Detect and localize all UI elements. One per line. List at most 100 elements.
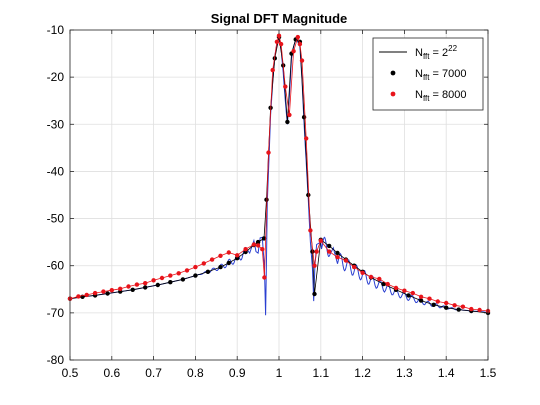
data-point (335, 255, 340, 260)
data-point (283, 84, 288, 89)
x-tick-label: 0.6 (103, 366, 120, 380)
data-point (360, 270, 365, 275)
data-point (262, 275, 267, 280)
data-point (270, 67, 275, 73)
data-point (327, 249, 332, 254)
data-point (193, 264, 198, 270)
data-point (297, 41, 303, 47)
data-point (291, 49, 296, 54)
data-point (308, 228, 313, 233)
data-point (274, 39, 280, 44)
data-point (226, 250, 231, 255)
x-tick-label: 1.1 (312, 366, 329, 380)
legend-entry: Nfft = 8000 (415, 89, 467, 103)
legend-subscript: fft (423, 94, 430, 103)
data-point (335, 250, 340, 256)
data-point (184, 268, 190, 273)
data-point (84, 292, 89, 298)
legend-entry: Nfft = 7000 (415, 68, 467, 82)
data-point (327, 243, 332, 249)
data-point (352, 264, 357, 270)
data-point (251, 242, 257, 247)
legend-entry: Nfft = 222 (415, 44, 458, 61)
data-point (118, 286, 123, 291)
legend-subscript: fft (423, 52, 430, 61)
data-point (444, 305, 449, 310)
data-point (276, 33, 282, 38)
data-point (385, 281, 390, 287)
data-point (180, 277, 186, 282)
data-point (377, 276, 382, 282)
data-point (261, 236, 267, 241)
y-tick-label: -10 (47, 23, 65, 37)
data-point (201, 261, 206, 266)
data-point (168, 273, 173, 278)
legend-equals: = 2 (429, 47, 448, 59)
data-point (469, 306, 474, 312)
data-point (76, 294, 81, 299)
data-point (304, 136, 309, 141)
y-tick-label: -80 (47, 353, 65, 367)
data-point (381, 281, 386, 287)
data-point (226, 260, 231, 266)
data-point (218, 253, 223, 258)
data-point (101, 289, 106, 294)
data-point (287, 112, 292, 118)
data-point (285, 119, 290, 125)
x-tick-label: 1.5 (480, 366, 497, 380)
data-point (418, 298, 424, 303)
data-point (312, 291, 317, 297)
data-point (193, 273, 198, 278)
legend-dot-marker (390, 70, 396, 76)
data-point (143, 285, 148, 290)
y-tick-label: -50 (47, 212, 65, 226)
data-point (444, 300, 449, 306)
data-point (218, 264, 223, 270)
legend-subscript: fft (423, 73, 430, 82)
data-point (168, 280, 173, 285)
data-point (393, 285, 399, 291)
data-point (155, 282, 160, 288)
data-point (159, 275, 165, 281)
data-point (295, 34, 300, 40)
data-point (126, 284, 131, 289)
data-point (452, 303, 457, 308)
data-point (435, 299, 440, 304)
x-tick-label: 0.5 (62, 366, 79, 380)
data-point (410, 290, 415, 296)
data-point (318, 238, 323, 243)
data-point (306, 192, 311, 198)
y-tick-label: -40 (47, 164, 65, 178)
data-point (299, 58, 305, 63)
data-point (460, 304, 466, 309)
data-point (314, 249, 319, 254)
legend-base: N (415, 47, 423, 59)
data-point (456, 307, 461, 312)
data-point (427, 296, 432, 301)
data-point (343, 258, 349, 263)
axis-ticks: 0.5 0.6 0.7 0.8 0.9 1 1.1 1.2 1.3 1.4 1.5 -80 -70 -60… (47, 23, 497, 380)
legend-equals: = 7000 (429, 68, 466, 80)
data-point (255, 243, 261, 248)
data-point (243, 247, 248, 252)
legend-superscript: 22 (448, 44, 457, 53)
legend-base: N (415, 68, 423, 80)
data-point (209, 257, 215, 262)
data-point (205, 269, 211, 274)
data-point (278, 41, 284, 47)
data-point (235, 253, 240, 258)
y-tick-label: -60 (47, 259, 65, 273)
data-point (406, 293, 411, 298)
data-point (266, 150, 271, 155)
legend-dot-marker (390, 91, 396, 97)
x-tick-label: 1.2 (354, 366, 371, 380)
x-tick-label: 1 (276, 366, 283, 380)
data-point (431, 302, 436, 307)
data-point (260, 247, 265, 252)
y-tick-label: -70 (47, 306, 65, 320)
x-tick-label: 0.8 (187, 366, 204, 380)
data-point (109, 288, 115, 293)
